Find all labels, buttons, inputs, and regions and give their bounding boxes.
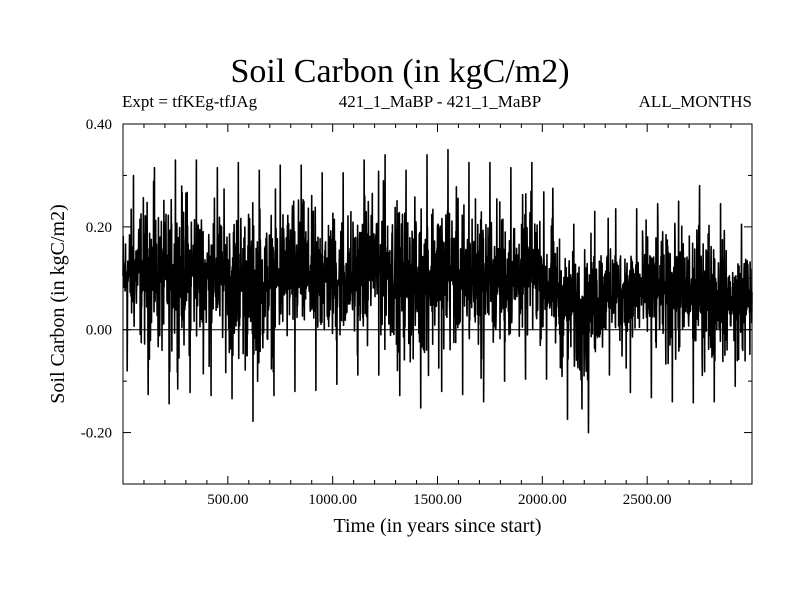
ticks-layer: 500.00 1000.00 1500.00 2000.00 2500.00 -0.20 0…: [81, 117, 752, 508]
series-layer: [122, 148, 753, 434]
period-label: 421_1_MaBP - 421_1_MaBP: [338, 92, 542, 111]
y-tick-label: 0.20: [86, 220, 112, 236]
experiment-label: Expt = tfKEg-tfJAg: [122, 92, 258, 111]
y-tick-label: -0.20: [81, 426, 112, 442]
x-tick-label: 1500.00: [413, 492, 462, 508]
series-line: [122, 148, 753, 434]
y-tick-label: 0.00: [86, 323, 112, 339]
x-tick-label: 2500.00: [623, 492, 672, 508]
chart-title: Soil Carbon (in kgC/m2): [230, 53, 570, 90]
x-axis-label: Time (in years since start): [333, 515, 541, 537]
x-tick-label: 500.00: [207, 492, 248, 508]
x-tick-label: 1000.00: [308, 492, 357, 508]
months-label: ALL_MONTHS: [638, 92, 752, 111]
y-axis-label: Soil Carbon (in kgC/m2): [47, 204, 69, 403]
y-tick-label: 0.40: [86, 117, 112, 133]
x-tick-label: 2000.00: [518, 492, 567, 508]
